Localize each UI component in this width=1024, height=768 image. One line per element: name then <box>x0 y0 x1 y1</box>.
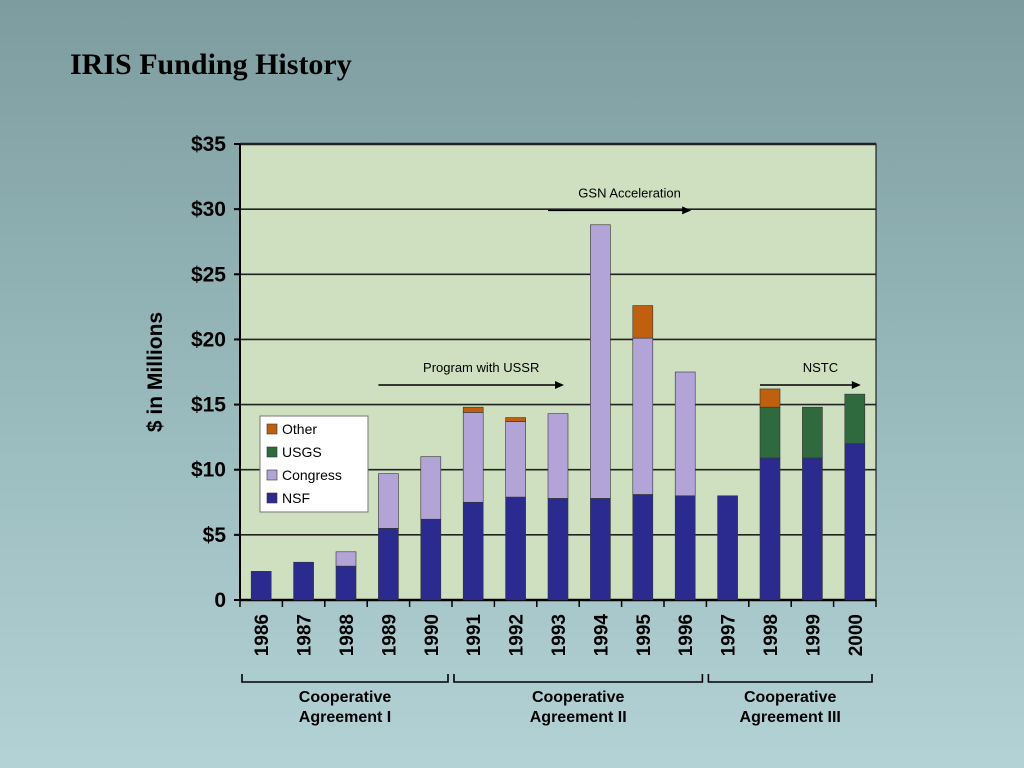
bar-nsf <box>590 498 611 601</box>
group-label-line2: Agreement I <box>299 709 391 726</box>
legend-swatch-congress <box>266 469 278 481</box>
y-tick-label: 0 <box>214 589 226 612</box>
bar-nsf <box>293 561 314 601</box>
bar-congress <box>505 421 526 498</box>
legend-label-congress: Congress <box>282 467 342 483</box>
group-label-line1: Cooperative <box>299 689 392 706</box>
bar-congress <box>335 551 357 567</box>
bar-nsf <box>335 565 357 601</box>
bar-nsf <box>462 501 484 601</box>
x-tick-label: 1986 <box>252 614 273 656</box>
annotation-label: NSTC <box>803 360 838 375</box>
bar-nsf <box>802 457 823 601</box>
x-tick-label: 1987 <box>295 614 316 656</box>
arrow-head-icon <box>555 381 564 389</box>
legend-swatch-other <box>266 423 278 435</box>
bar-nsf <box>674 495 696 601</box>
bar-nsf <box>378 528 399 601</box>
y-tick-label: $25 <box>191 263 226 286</box>
group-label-line2: Agreement II <box>530 709 627 726</box>
bar-nsf <box>547 498 569 601</box>
y-tick-label: $20 <box>191 328 226 351</box>
bar-nsf <box>759 457 781 601</box>
bar-usgs <box>844 393 866 444</box>
x-tick-label: 1995 <box>634 614 655 657</box>
y-tick-label: $15 <box>191 394 226 417</box>
bar-congress <box>378 473 399 529</box>
x-tick-label: 1990 <box>422 614 443 656</box>
group-bracket <box>241 674 449 683</box>
group-label-line1: Cooperative <box>744 689 837 706</box>
y-tick-label: $5 <box>203 524 227 547</box>
bar-congress <box>632 337 654 495</box>
group-bracket <box>453 674 704 683</box>
bar-nsf <box>250 571 272 601</box>
x-tick-label: 1989 <box>379 614 400 656</box>
bar-nsf <box>420 518 442 601</box>
annotation-label: GSN Acceleration <box>578 185 681 200</box>
arrow-head-icon <box>682 206 692 215</box>
x-tick-label: 1992 <box>507 614 528 656</box>
bar-congress <box>674 371 696 497</box>
bar-other <box>505 417 526 422</box>
x-tick-label: 1988 <box>337 614 358 656</box>
bar-nsf <box>844 443 866 601</box>
legend-swatch-nsf <box>266 492 278 504</box>
x-tick-label: 1999 <box>803 614 824 656</box>
y-tick-label: $10 <box>191 459 226 482</box>
group-bracket <box>707 674 873 683</box>
legend-swatch-usgs <box>266 446 278 458</box>
x-tick-label: 1998 <box>761 614 782 656</box>
y-tick-label: $35 <box>191 133 226 156</box>
bar-usgs <box>759 406 781 459</box>
legend-label-other: Other <box>282 421 317 437</box>
bar-usgs <box>802 406 823 459</box>
annotation-label: Program with USSR <box>423 360 539 375</box>
x-tick-label: 1996 <box>676 614 697 656</box>
legend-box <box>259 415 369 513</box>
bar-congress <box>420 456 442 520</box>
x-tick-label: 1991 <box>464 614 485 657</box>
bar-other <box>632 305 654 339</box>
group-label-line2: Agreement III <box>740 709 841 726</box>
group-label-line1: Cooperative <box>532 689 625 706</box>
y-axis-label: $ in Millions <box>144 312 167 432</box>
bar-congress <box>590 224 611 499</box>
x-tick-label: 1993 <box>549 614 570 656</box>
x-tick-label: 2000 <box>846 614 867 656</box>
slide-title: IRIS Funding History <box>70 48 352 81</box>
x-tick-label: 1994 <box>591 614 612 657</box>
bar-nsf <box>717 495 738 601</box>
bar-congress <box>547 413 569 499</box>
legend-label-nsf: NSF <box>282 490 310 506</box>
bar-nsf <box>505 496 526 601</box>
arrow-head-icon <box>851 381 861 389</box>
bar-congress <box>462 412 484 503</box>
y-tick-label: $30 <box>191 198 226 221</box>
bar-nsf <box>632 494 654 601</box>
x-tick-label: 1997 <box>719 614 740 656</box>
bar-other <box>462 406 484 413</box>
bar-other <box>759 388 781 408</box>
legend-label-usgs: USGS <box>282 444 322 460</box>
